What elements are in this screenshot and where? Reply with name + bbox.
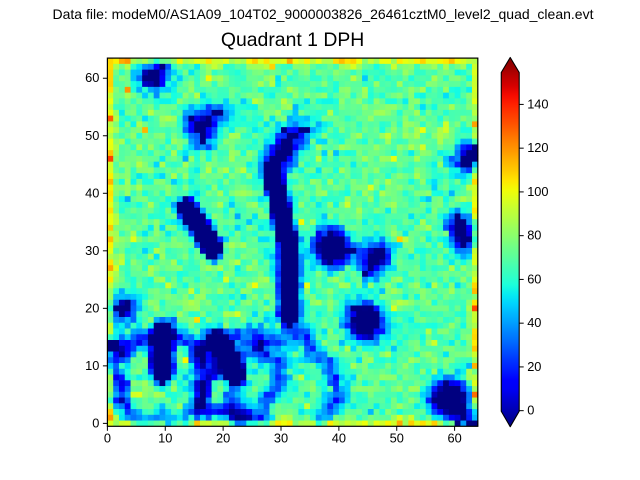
- svg-text:Data file: modeM0/AS1A09_104T0: Data file: modeM0/AS1A09_104T02_90000038…: [53, 6, 594, 22]
- svg-text:10: 10: [85, 358, 99, 373]
- svg-text:50: 50: [390, 430, 404, 445]
- svg-text:40: 40: [85, 185, 99, 200]
- svg-text:80: 80: [527, 228, 541, 243]
- svg-text:120: 120: [527, 140, 548, 155]
- svg-text:60: 60: [447, 430, 461, 445]
- svg-text:10: 10: [158, 430, 172, 445]
- svg-text:140: 140: [527, 96, 548, 111]
- svg-text:100: 100: [527, 184, 548, 199]
- svg-text:40: 40: [527, 315, 541, 330]
- svg-text:60: 60: [85, 70, 99, 85]
- svg-text:50: 50: [85, 128, 99, 143]
- svg-text:Quadrant 1 DPH: Quadrant 1 DPH: [221, 29, 364, 51]
- svg-text:30: 30: [85, 243, 99, 258]
- svg-text:60: 60: [527, 271, 541, 286]
- svg-text:0: 0: [92, 415, 99, 430]
- svg-text:20: 20: [216, 430, 230, 445]
- svg-text:20: 20: [85, 300, 99, 315]
- svg-text:40: 40: [332, 430, 346, 445]
- svg-text:0: 0: [527, 403, 534, 418]
- svg-text:0: 0: [104, 430, 111, 445]
- svg-text:20: 20: [527, 359, 541, 374]
- svg-text:30: 30: [274, 430, 288, 445]
